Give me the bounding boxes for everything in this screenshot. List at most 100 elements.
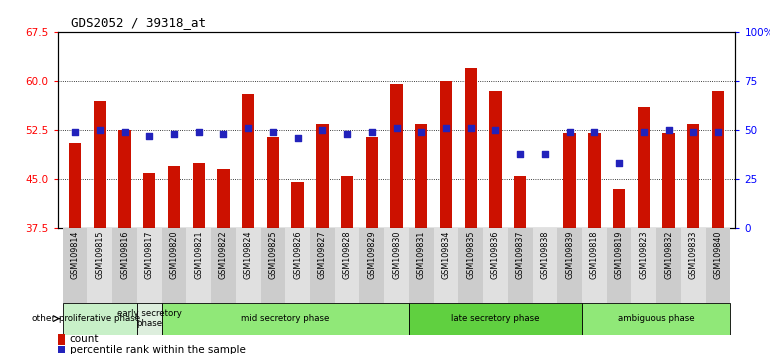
Text: GSM109818: GSM109818 — [590, 230, 599, 279]
Bar — [143, 173, 156, 228]
Bar — [582, 303, 731, 335]
Bar — [711, 91, 725, 228]
Bar — [162, 228, 186, 303]
Bar — [434, 228, 458, 303]
Text: GSM109831: GSM109831 — [417, 230, 426, 279]
Text: mid secretory phase: mid secretory phase — [241, 314, 330, 323]
Bar — [260, 228, 285, 303]
Text: count: count — [69, 334, 99, 344]
Text: GSM109835: GSM109835 — [467, 230, 475, 279]
Bar — [58, 346, 65, 354]
Bar — [631, 228, 656, 303]
Bar — [162, 303, 409, 335]
Bar — [409, 303, 582, 335]
Point — [390, 125, 403, 131]
Bar — [310, 228, 335, 303]
Bar — [88, 228, 112, 303]
Bar — [681, 228, 705, 303]
Point — [440, 125, 452, 131]
Bar — [285, 228, 310, 303]
Text: late secretory phase: late secretory phase — [451, 314, 540, 323]
Point — [662, 127, 675, 133]
Text: GSM109840: GSM109840 — [714, 230, 722, 279]
Bar — [662, 133, 675, 228]
Point — [143, 133, 156, 139]
Text: GSM109815: GSM109815 — [95, 230, 104, 279]
Point — [242, 125, 254, 131]
Bar — [236, 228, 260, 303]
Bar — [415, 124, 427, 228]
Point — [94, 127, 106, 133]
Bar — [613, 189, 625, 228]
Text: GSM109822: GSM109822 — [219, 230, 228, 279]
Text: other: other — [32, 314, 56, 323]
Point — [192, 129, 205, 135]
Bar — [119, 130, 131, 228]
Bar — [316, 124, 329, 228]
Point — [168, 131, 180, 137]
Bar — [539, 228, 551, 261]
Bar — [211, 228, 236, 303]
Text: GSM109821: GSM109821 — [194, 230, 203, 279]
Point — [69, 129, 81, 135]
Text: GSM109817: GSM109817 — [145, 230, 154, 279]
Bar — [409, 228, 434, 303]
Bar — [217, 170, 229, 228]
Bar — [458, 228, 483, 303]
Bar — [266, 137, 279, 228]
Bar — [607, 228, 631, 303]
Bar — [705, 228, 731, 303]
Bar — [489, 91, 501, 228]
Point — [638, 129, 650, 135]
Text: GSM109833: GSM109833 — [689, 230, 698, 279]
Point — [712, 129, 725, 135]
Text: GSM109825: GSM109825 — [269, 230, 277, 279]
Text: GSM109826: GSM109826 — [293, 230, 302, 279]
Bar — [656, 228, 681, 303]
Text: GSM109838: GSM109838 — [541, 230, 550, 279]
Bar — [168, 166, 180, 228]
Text: GSM109837: GSM109837 — [516, 230, 524, 279]
Text: GSM109816: GSM109816 — [120, 230, 129, 279]
Point — [464, 125, 477, 131]
Bar — [638, 107, 650, 228]
Bar — [62, 228, 88, 303]
Bar — [360, 228, 384, 303]
Text: GSM109820: GSM109820 — [169, 230, 179, 279]
Bar — [137, 228, 162, 303]
Bar — [186, 228, 211, 303]
Bar — [564, 133, 576, 228]
Text: GSM109830: GSM109830 — [392, 230, 401, 279]
Text: GSM109819: GSM109819 — [614, 230, 624, 279]
Point — [588, 129, 601, 135]
Bar — [390, 84, 403, 228]
Text: ambiguous phase: ambiguous phase — [618, 314, 695, 323]
Bar — [464, 68, 477, 228]
Text: GSM109836: GSM109836 — [491, 230, 500, 279]
Point — [341, 131, 353, 137]
Text: GDS2052 / 39318_at: GDS2052 / 39318_at — [72, 16, 206, 29]
Bar — [514, 176, 527, 228]
Text: GSM109827: GSM109827 — [318, 230, 326, 279]
Bar — [242, 94, 254, 228]
Point — [514, 151, 527, 156]
Bar — [533, 228, 557, 303]
Point — [564, 129, 576, 135]
Bar — [62, 303, 137, 335]
Text: GSM109832: GSM109832 — [664, 230, 673, 279]
Bar — [137, 303, 162, 335]
Text: early secretory
phase: early secretory phase — [117, 309, 182, 328]
Bar — [483, 228, 508, 303]
Bar — [366, 137, 378, 228]
Bar — [557, 228, 582, 303]
Text: GSM109829: GSM109829 — [367, 230, 377, 279]
Bar — [292, 183, 304, 228]
Bar — [69, 143, 82, 228]
Point — [217, 131, 229, 137]
Bar — [588, 133, 601, 228]
Text: proliferative phase: proliferative phase — [59, 314, 140, 323]
Text: percentile rank within the sample: percentile rank within the sample — [69, 346, 246, 354]
Text: GSM109814: GSM109814 — [71, 230, 79, 279]
Point — [316, 127, 329, 133]
Point — [687, 129, 699, 135]
